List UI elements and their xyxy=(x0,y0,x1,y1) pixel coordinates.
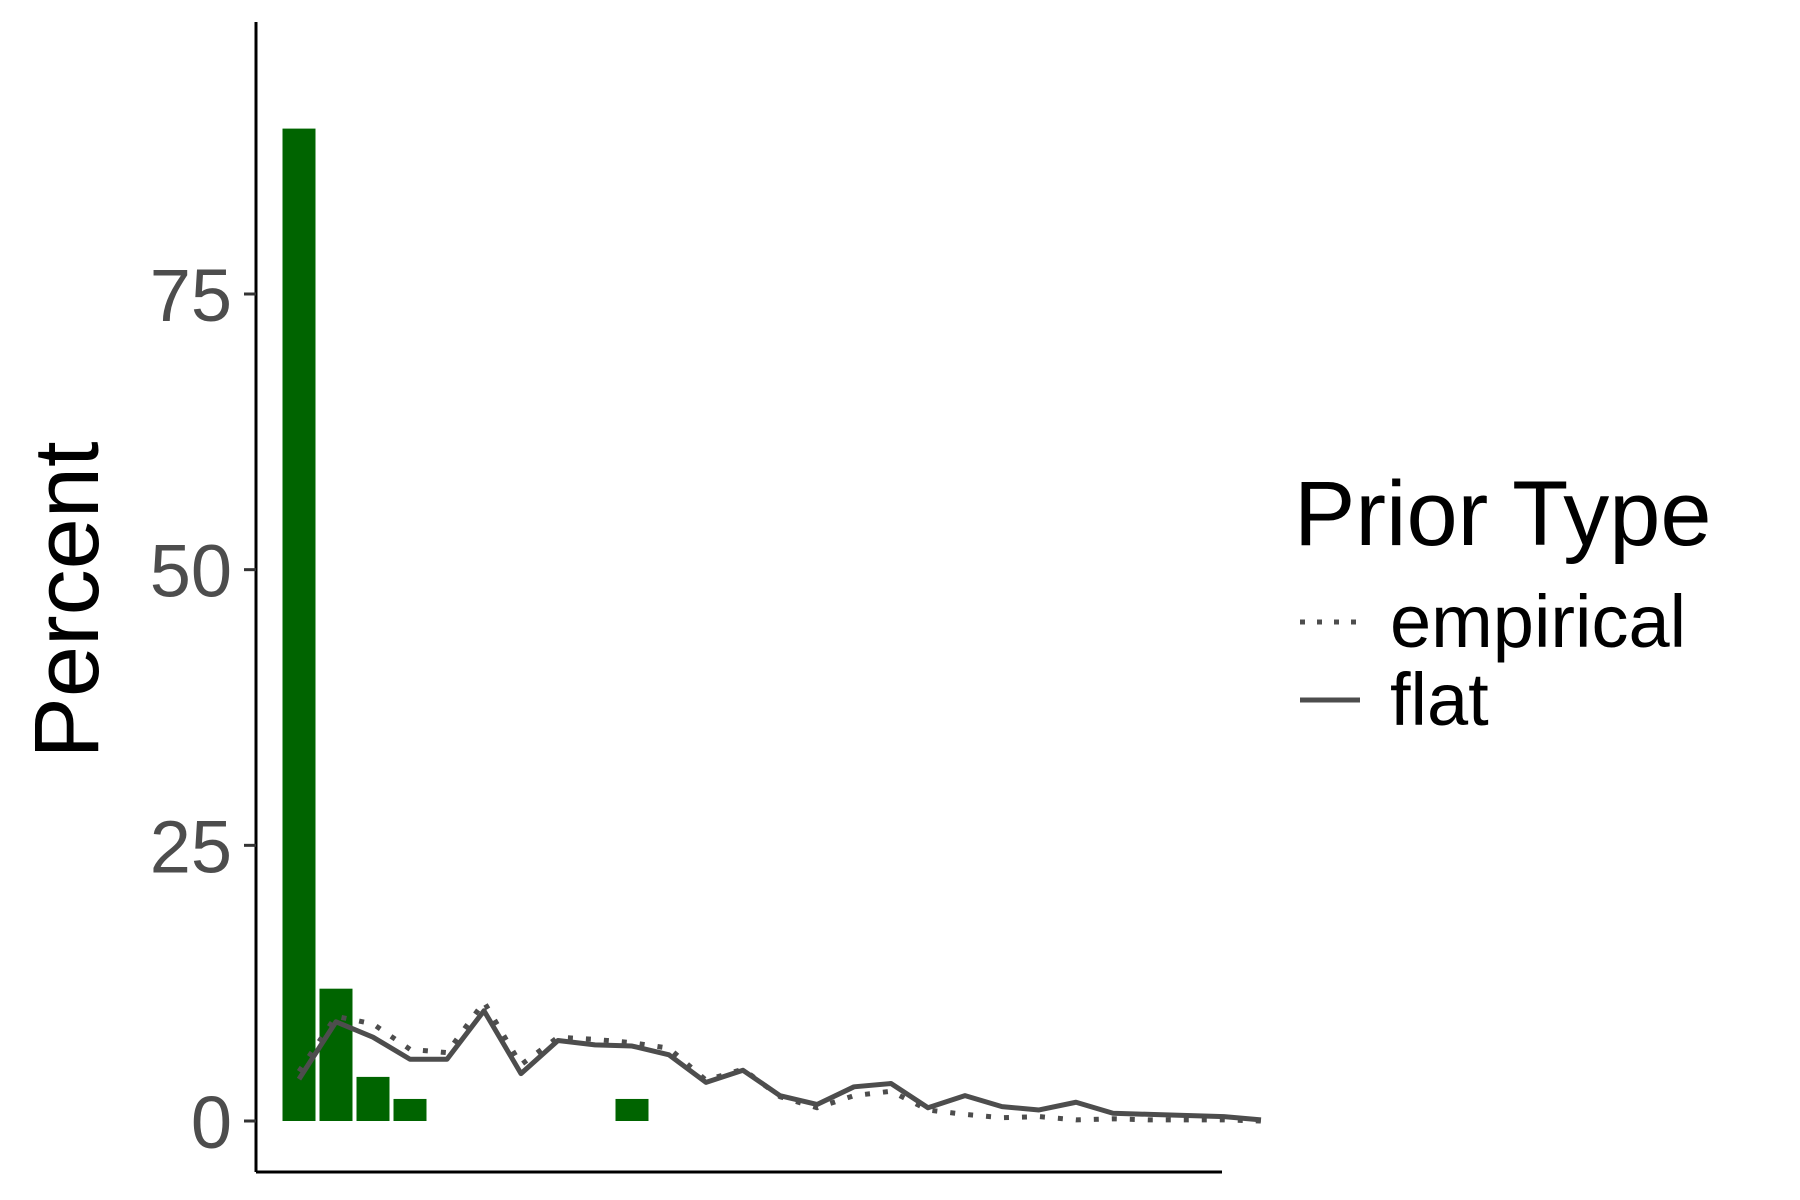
legend-title: Prior Type xyxy=(1294,463,1712,565)
lines-layer xyxy=(296,999,1262,1124)
y-ticks: 0 25 50 75 xyxy=(150,254,256,1164)
bar-10 xyxy=(615,1098,649,1121)
legend-label-flat: flat xyxy=(1390,658,1489,741)
bar-1 xyxy=(282,128,316,1122)
y-tick-label-75: 75 xyxy=(150,254,232,337)
y-tick-label-0: 0 xyxy=(191,1081,232,1164)
legend: Prior Type empirical flat xyxy=(1294,463,1712,741)
legend-label-empirical: empirical xyxy=(1390,580,1686,663)
bar-4 xyxy=(393,1098,427,1121)
series-line-flat xyxy=(296,1008,1262,1123)
y-axis-title: Percent xyxy=(16,441,118,758)
bars-layer xyxy=(282,128,649,1122)
y-tick-label-25: 25 xyxy=(150,805,232,888)
bar-3 xyxy=(356,1076,390,1121)
y-tick-label-50: 50 xyxy=(150,530,232,613)
bar-2 xyxy=(319,988,353,1121)
